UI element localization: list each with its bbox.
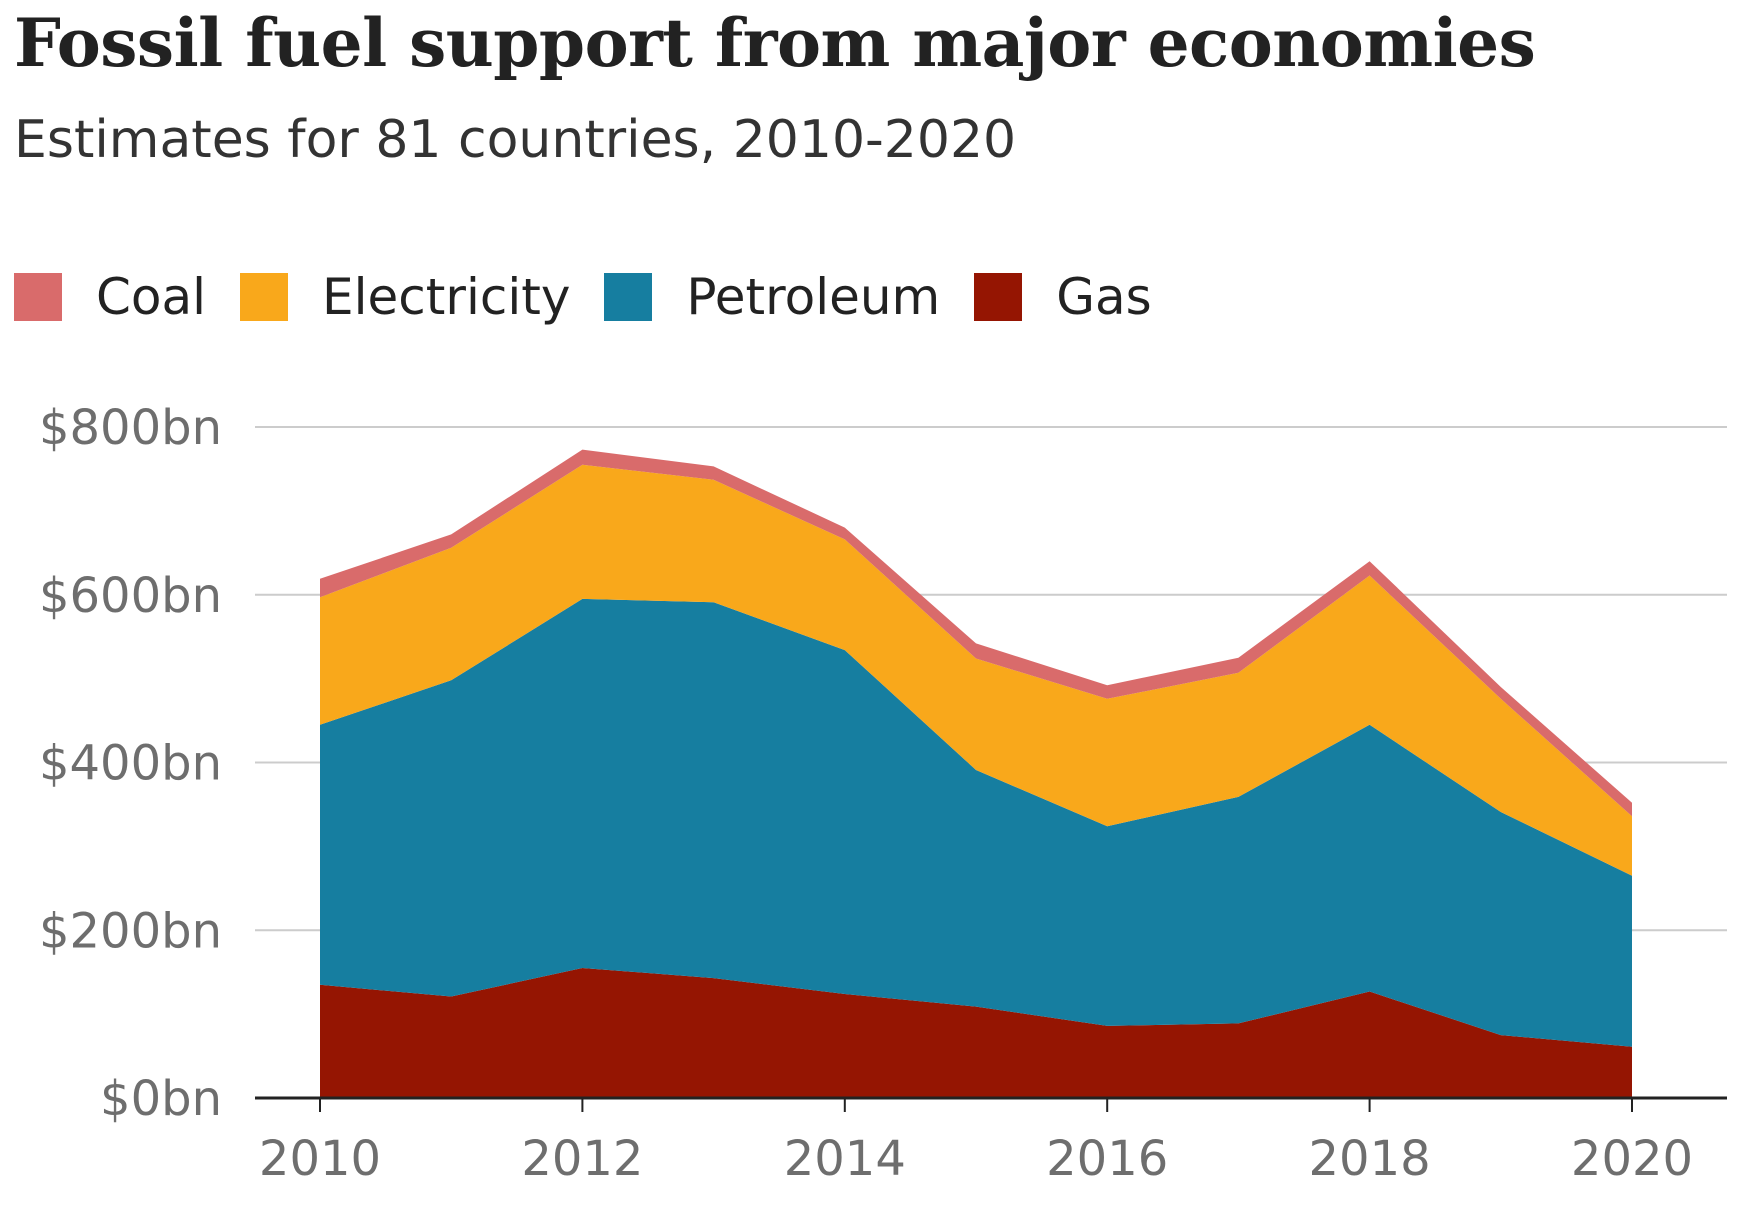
- y-tick-label: $800bn: [39, 400, 222, 456]
- legend-swatch-petroleum: [604, 273, 653, 321]
- x-tick-label: 2012: [521, 1131, 643, 1187]
- area-gas: [320, 968, 1632, 1098]
- x-tick-label: 2018: [1309, 1131, 1431, 1187]
- legend-label-electricity: Electricity: [322, 268, 571, 326]
- chart-subtitle: Estimates for 81 countries, 2010-2020: [14, 110, 1017, 170]
- legend-label-gas: Gas: [1056, 268, 1152, 326]
- legend-item-gas: Gas: [974, 268, 1152, 326]
- legend-swatch-gas: [974, 273, 1023, 321]
- y-tick-label: $0bn: [100, 1071, 222, 1127]
- stacked-areas: [320, 449, 1632, 1098]
- axes: $0bn $200bn $400bn $600bn $800bn 2010 2012 2014…: [39, 400, 1727, 1187]
- x-tick-label: 2020: [1571, 1131, 1693, 1187]
- chart-title: Fossil fuel support from major economies: [14, 4, 1536, 82]
- legend-item-petroleum: Petroleum: [604, 268, 940, 326]
- legend-label-coal: Coal: [96, 268, 207, 326]
- legend-swatch-coal: [14, 273, 62, 321]
- y-tick-label: $200bn: [39, 903, 222, 959]
- x-tick-label: 2014: [784, 1131, 906, 1187]
- area-electricity: [320, 464, 1632, 876]
- y-tick-label: $600bn: [39, 568, 222, 624]
- y-tick-label: $400bn: [39, 736, 222, 792]
- legend-swatch-electricity: [240, 273, 289, 321]
- legend-item-electricity: Electricity: [240, 268, 570, 326]
- legend: Coal Electricity Petroleum Gas: [14, 268, 1186, 326]
- x-tick-label: 2016: [1046, 1131, 1168, 1187]
- area-petroleum: [320, 598, 1632, 1047]
- x-tick-label: 2010: [259, 1131, 381, 1187]
- legend-label-petroleum: Petroleum: [686, 268, 941, 326]
- legend-item-coal: Coal: [14, 268, 206, 326]
